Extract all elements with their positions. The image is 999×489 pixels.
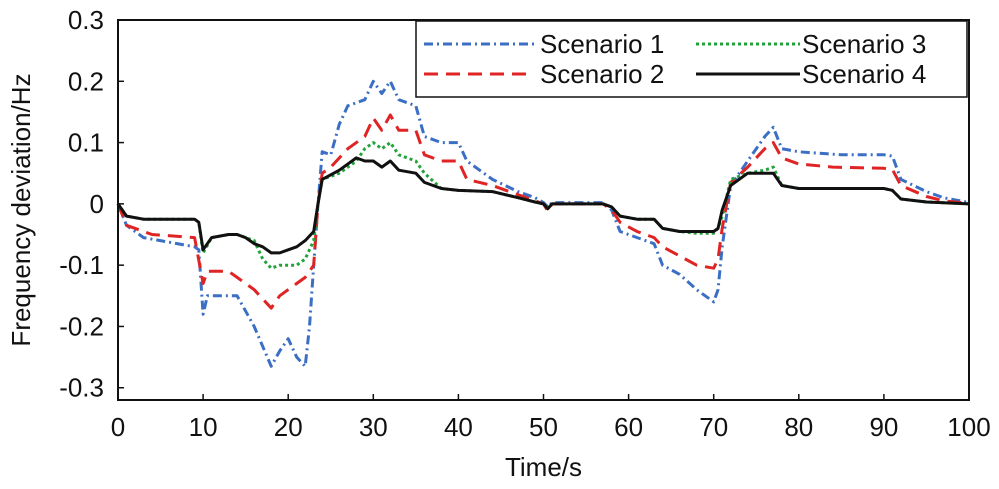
legend: Scenario 1 Scenario 2 Scenario 3 Scenari… <box>415 20 968 98</box>
series-line-scenario-4 <box>116 156 970 255</box>
y-tick-label: 0.3 <box>68 5 104 35</box>
y-tick-label: -0.1 <box>59 250 104 280</box>
legend-box <box>415 20 968 98</box>
x-tick-label: 20 <box>274 412 303 442</box>
legend-label-scenario-3: Scenario 3 <box>802 29 926 59</box>
series-line-scenario-2 <box>116 113 970 310</box>
tick-marks <box>117 19 970 400</box>
x-tick-label: 50 <box>529 412 558 442</box>
y-tick-label: 0 <box>90 189 104 219</box>
x-tick-label: 30 <box>359 412 388 442</box>
x-tick-label: 90 <box>869 412 898 442</box>
legend-label-scenario-1: Scenario 1 <box>540 29 664 59</box>
x-tick-label: 40 <box>444 412 473 442</box>
y-axis-title: Frequency deviation/Hz <box>6 73 36 346</box>
x-tick-label: 10 <box>189 412 218 442</box>
x-tick-label: 0 <box>111 412 125 442</box>
x-tick-label: 100 <box>947 412 990 442</box>
y-tick-label: 0.1 <box>68 128 104 158</box>
series-line-scenario-1 <box>116 79 970 368</box>
x-tick-label: 70 <box>699 412 728 442</box>
x-tick-label: 80 <box>784 412 813 442</box>
x-tick-label: 60 <box>614 412 643 442</box>
legend-label-scenario-4: Scenario 4 <box>802 59 926 89</box>
y-tick-label: -0.2 <box>59 311 104 341</box>
legend-label-scenario-2: Scenario 2 <box>540 59 664 89</box>
x-axis-title: Time/s <box>505 452 582 482</box>
series-lines <box>116 79 970 368</box>
tick-labels: 0 10 20 30 40 50 60 70 80 90 100 -0.3 -0.2 -0.1 0 0.1 0.… <box>59 5 991 442</box>
y-tick-label: 0.2 <box>68 66 104 96</box>
y-tick-label: -0.3 <box>59 373 104 403</box>
